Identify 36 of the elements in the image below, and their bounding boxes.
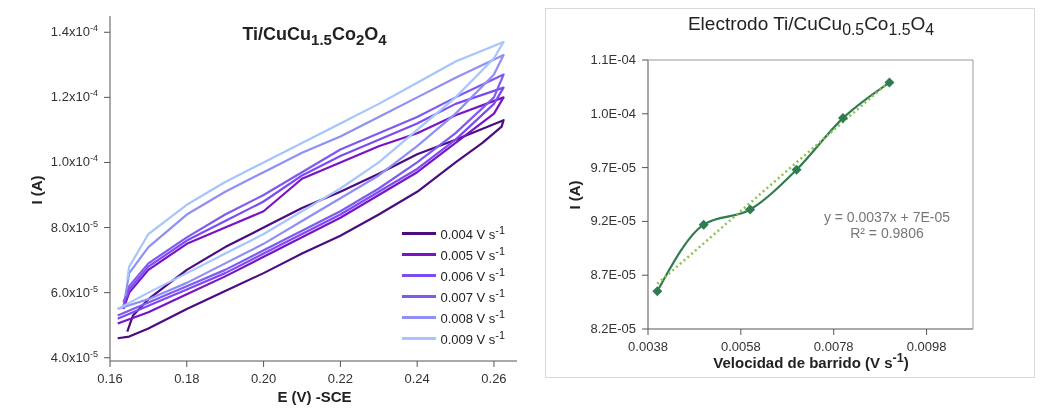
x-axis-title: E (V) -SCE [276, 388, 353, 405]
y-tick-label: 1.0x10$^{-4}$ [50, 153, 98, 170]
legend-label: 0.006 V s$^{-1}$ [440, 266, 505, 285]
y-tick-label: 8.2E-05 [590, 321, 636, 336]
legend-label: 0.007 V s$^{-1}$ [440, 287, 505, 306]
x-tick-label: 0.22 [327, 371, 354, 386]
legend-label: 0.009 V s$^{-1}$ [440, 329, 505, 348]
y-tick-label: 1.2x10$^{-4}$ [50, 88, 98, 105]
x-tick-label: 0.0038 [628, 339, 668, 354]
y-tick-label: 9.2E-05 [590, 213, 636, 229]
y-tick-label: 1.1E-04 [590, 52, 636, 67]
x-tick-label: 0.20 [250, 371, 277, 386]
y-tick-label: 4.0x10$^{-5}$ [50, 348, 98, 365]
legend-label: 0.004 V s$^{-1}$ [440, 224, 505, 243]
y-tick-label: 1.0E-04 [590, 105, 636, 121]
legend-label: 0.005 V s$^{-1}$ [440, 245, 505, 264]
legend-label: 0.008 V s$^{-1}$ [440, 308, 505, 327]
chart-title: Electrodo Ti/CuCu$_{0.5}$Co$_{1.5}$O$_{4}$ [686, 13, 936, 39]
x-tick-label: 0.0078 [813, 339, 854, 354]
y-tick-label: 8.0x10$^{-5}$ [50, 218, 98, 235]
x-tick-label: 0.26 [481, 371, 507, 386]
annotation: y = 0.0037x + 7E-05 [823, 208, 950, 225]
y-axis-title: I (A) [565, 180, 583, 210]
x-tick-label: 0.0058 [720, 339, 761, 354]
x-tick-label: 0.24 [404, 371, 430, 386]
x-axis-title: Velocidad de barrido (V s$^{-1}$) [713, 351, 909, 371]
y-tick-label: 6.0x10$^{-5}$ [50, 283, 98, 300]
x-tick-label: 0.0098 [906, 339, 947, 354]
y-tick-label: 8.7E-05 [590, 267, 636, 283]
annotation: R² = 0.9806 [849, 224, 925, 241]
y-tick-label: 9.7E-05 [590, 159, 636, 175]
x-tick-label: 0.18 [174, 371, 200, 386]
text: Ti/CuCu$_{1.5}$Co$_{2}$O$_{4}$ [241, 24, 388, 48]
y-axis-title: I (A) [27, 174, 45, 205]
x-tick-label: 0.16 [97, 371, 123, 386]
y-tick-label: 1.4x10$^{-4}$ [50, 23, 98, 40]
